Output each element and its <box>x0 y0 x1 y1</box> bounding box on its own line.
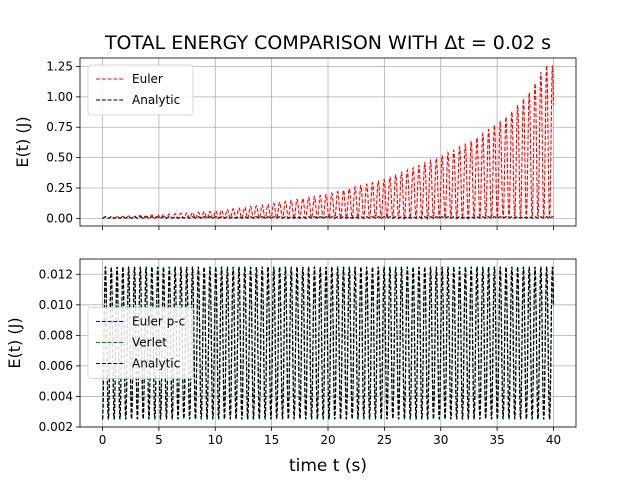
figure-title: TOTAL ENERGY COMPARISON WITH Δt = 0.02 s <box>104 32 551 54</box>
top-legend: Euler Analytic <box>87 64 194 116</box>
y-tick-label: 1.25 <box>46 60 73 74</box>
series-line-analytic <box>102 216 554 219</box>
y-tick-label: 0.25 <box>46 181 73 195</box>
legend-box <box>87 64 194 116</box>
legend-entry-label: Analytic <box>132 93 180 107</box>
y-tick-label: 0.002 <box>39 420 73 434</box>
top-y-ticks: 0.00 0.25 0.50 0.75 1.00 1.25 <box>46 60 80 225</box>
x-axis-label: time t (s) <box>289 456 367 476</box>
top-x-ticks <box>102 226 554 230</box>
x-tick-label: 10 <box>208 433 223 447</box>
bottom-y-axis-label: E(t) (J) <box>5 317 24 368</box>
x-tick-label: 30 <box>433 433 448 447</box>
legend-entry-label: Analytic <box>132 357 180 371</box>
y-tick-label: 0.004 <box>39 389 73 403</box>
top-energy-plot: 0.00 0.25 0.50 0.75 1.00 1.25 E(t) (J) Euler A… <box>13 57 577 230</box>
y-tick-label: 0.006 <box>39 359 73 373</box>
x-tick-label: 0 <box>99 433 107 447</box>
top-y-axis-label: E(t) (J) <box>13 116 32 167</box>
y-tick-label: 0.00 <box>46 211 73 225</box>
y-tick-label: 0.50 <box>46 151 73 165</box>
x-tick-label: 40 <box>546 433 561 447</box>
bottom-series-lines <box>102 266 554 420</box>
bottom-y-ticks: 0.002 0.004 0.006 0.008 0.010 0.012 <box>39 267 80 434</box>
bottom-legend: Euler p-c Verlet Analytic <box>87 307 194 379</box>
x-tick-label: 15 <box>264 433 279 447</box>
x-tick-label: 20 <box>320 433 335 447</box>
y-tick-label: 0.010 <box>39 298 73 312</box>
y-tick-label: 0.008 <box>39 328 73 342</box>
legend-entry-label: Euler p-c <box>132 315 185 329</box>
y-tick-label: 1.00 <box>46 90 73 104</box>
x-tick-label: 5 <box>155 433 163 447</box>
bottom-energy-plot: 0 5 10 15 20 25 30 35 40 0.0020.0040.0060.0080.0… <box>5 258 577 447</box>
legend-entry-label: Euler <box>132 72 163 86</box>
y-tick-label: 0.75 <box>46 120 73 134</box>
x-tick-label: 25 <box>377 433 392 447</box>
series-line-analytic <box>102 266 554 420</box>
bottom-x-ticks: 0 5 10 15 20 25 30 35 40 <box>99 427 561 447</box>
top-series-lines <box>102 65 554 221</box>
x-tick-label: 35 <box>489 433 504 447</box>
legend-entry-label: Verlet <box>132 336 167 350</box>
legend-box <box>87 307 194 379</box>
y-tick-label: 0.012 <box>39 267 73 281</box>
